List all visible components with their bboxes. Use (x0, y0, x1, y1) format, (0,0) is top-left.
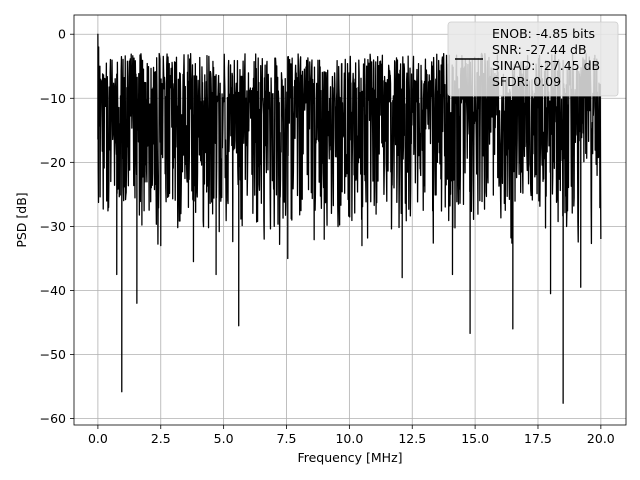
x-tick-label: 15.0 (461, 431, 489, 446)
x-axis-label: Frequency [MHz] (297, 450, 402, 465)
plot-frame (73, 14, 627, 426)
legend: ENOB: -4.85 bits SNR: -27.44 dB SINAD: -… (447, 21, 619, 97)
x-tick-label: 20.0 (587, 431, 615, 446)
y-tick-label: −50 (40, 347, 66, 362)
x-tick-label: 5.0 (214, 431, 234, 446)
psd-line (97, 33, 602, 404)
y-axis-label: PSD [dB] (14, 192, 29, 247)
x-tick-label: 0.0 (88, 431, 108, 446)
x-tick-label: 17.5 (524, 431, 552, 446)
legend-snr: SNR: -27.44 dB (492, 42, 587, 57)
x-tick-label: 12.5 (398, 431, 426, 446)
x-tick-label: 10.0 (335, 431, 363, 446)
legend-box (447, 21, 619, 97)
psd-series (97, 33, 602, 404)
legend-sinad: SINAD: -27.45 dB (492, 58, 600, 73)
x-axis-ticks: 0.0 2.5 5.0 7.5 10.0 12.5 15.0 17.5 20.0 (88, 425, 615, 446)
y-axis-ticks: 0 −10 −20 −30 −40 −50 −60 (40, 27, 74, 426)
x-tick-label: 2.5 (151, 431, 171, 446)
y-tick-label: −10 (40, 91, 66, 106)
y-tick-label: 0 (58, 27, 66, 42)
x-tick-label: 7.5 (277, 431, 297, 446)
y-tick-label: −40 (40, 283, 66, 298)
y-tick-label: −20 (40, 155, 66, 170)
y-tick-label: −30 (40, 219, 66, 234)
legend-sfdr: SFDR: 0.09 (492, 74, 561, 89)
legend-enob: ENOB: -4.85 bits (492, 26, 595, 41)
y-tick-label: −60 (40, 411, 66, 426)
